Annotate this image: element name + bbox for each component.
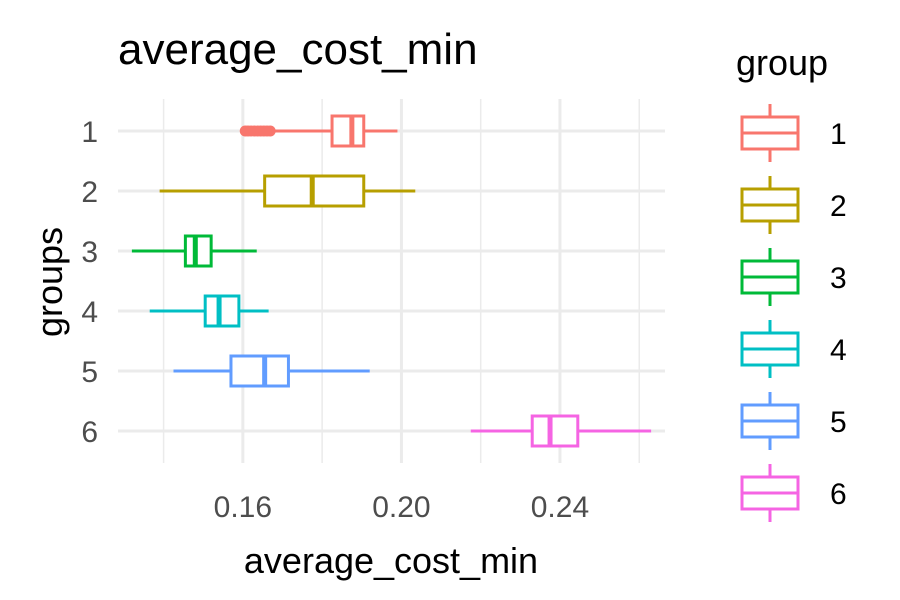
legend-label: 2 xyxy=(830,190,847,223)
y-tick-label: 3 xyxy=(81,236,98,269)
box-group-5 xyxy=(173,354,370,388)
x-tick-label: 0.16 xyxy=(214,491,272,524)
legend-title: group xyxy=(736,42,828,83)
legend-label: 3 xyxy=(830,262,847,295)
y-tick-label: 6 xyxy=(81,416,98,449)
box xyxy=(229,354,290,388)
x-tick-label: 0.20 xyxy=(372,491,430,524)
legend-label: 6 xyxy=(830,478,847,511)
y-tick-label: 4 xyxy=(81,296,98,329)
box-group-4 xyxy=(149,294,269,328)
box-group-2 xyxy=(159,174,416,208)
y-tick-label: 5 xyxy=(81,356,98,389)
legend-item-4: 4 xyxy=(740,320,847,378)
chart-title: average_cost_min xyxy=(118,25,478,74)
legend: group 1 2 3 4 5 6 xyxy=(736,42,847,522)
grid-lines xyxy=(118,99,665,463)
legend-item-3: 3 xyxy=(740,248,847,306)
legend-label: 1 xyxy=(830,118,847,151)
y-tick-labels: 1 2 3 4 5 6 xyxy=(81,116,98,449)
y-tick-label: 1 xyxy=(81,116,98,149)
box-group-3 xyxy=(131,234,257,268)
outlier-point xyxy=(264,125,276,137)
box-plots xyxy=(131,114,652,448)
box xyxy=(183,234,213,268)
legend-label: 5 xyxy=(830,406,847,439)
y-tick-label: 2 xyxy=(81,176,98,209)
legend-item-6: 6 xyxy=(740,464,847,522)
legend-item-2: 2 xyxy=(740,176,847,234)
y-axis-title: groups xyxy=(29,227,70,337)
box xyxy=(203,294,241,328)
legend-item-1: 1 xyxy=(740,104,847,162)
legend-label: 4 xyxy=(830,334,847,367)
box-group-1 xyxy=(239,114,398,148)
x-tick-labels: 0.16 0.20 0.24 xyxy=(214,491,589,524)
box xyxy=(330,114,366,148)
box-group-6 xyxy=(470,414,652,448)
x-tick-label: 0.24 xyxy=(531,491,589,524)
x-axis-title: average_cost_min xyxy=(244,540,538,581)
legend-items: 1 2 3 4 5 6 xyxy=(740,104,847,522)
box xyxy=(530,414,580,448)
legend-item-5: 5 xyxy=(740,392,847,450)
